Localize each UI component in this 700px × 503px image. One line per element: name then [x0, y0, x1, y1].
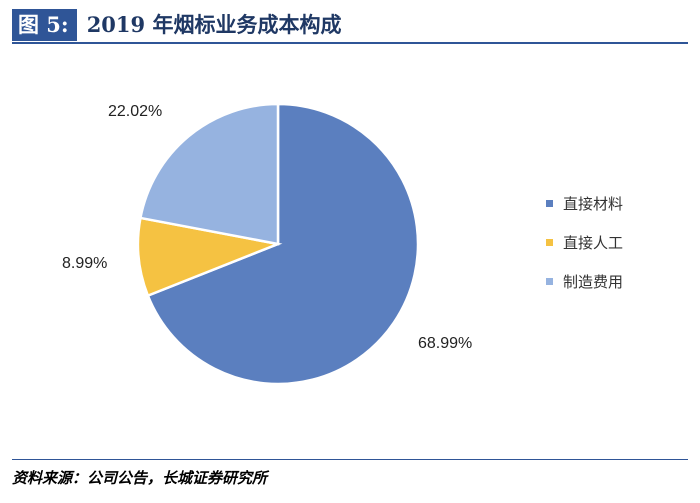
top-divider	[12, 42, 688, 44]
bottom-divider	[12, 459, 688, 460]
legend-label-2: 直接人工	[563, 234, 623, 252]
figure-label: 图 5:	[12, 9, 77, 41]
pie-slice-1	[146, 102, 420, 386]
data-label-1: 68.99%	[418, 335, 472, 352]
figure-header: 图 5: 2019 年烟标业务成本构成	[12, 8, 341, 42]
legend-label-3: 制造费用	[563, 273, 623, 291]
data-label-2: 8.99%	[62, 255, 107, 272]
legend-label-1: 直接材料	[563, 195, 623, 213]
pie-data-labels: 68.99% 8.99% 22.02%	[62, 103, 472, 352]
source-note: 资料来源：公司公告，长城证券研究所	[12, 469, 268, 487]
figure-title: 2019 年烟标业务成本构成	[86, 12, 342, 37]
pie-slice-3	[138, 102, 280, 246]
pie-slice-2	[136, 216, 283, 298]
data-label-3: 22.02%	[108, 103, 162, 120]
legend-swatch-1	[546, 200, 553, 207]
legend-swatch-3	[546, 278, 553, 285]
legend-swatch-2	[546, 239, 553, 246]
pie-slices	[136, 102, 420, 386]
